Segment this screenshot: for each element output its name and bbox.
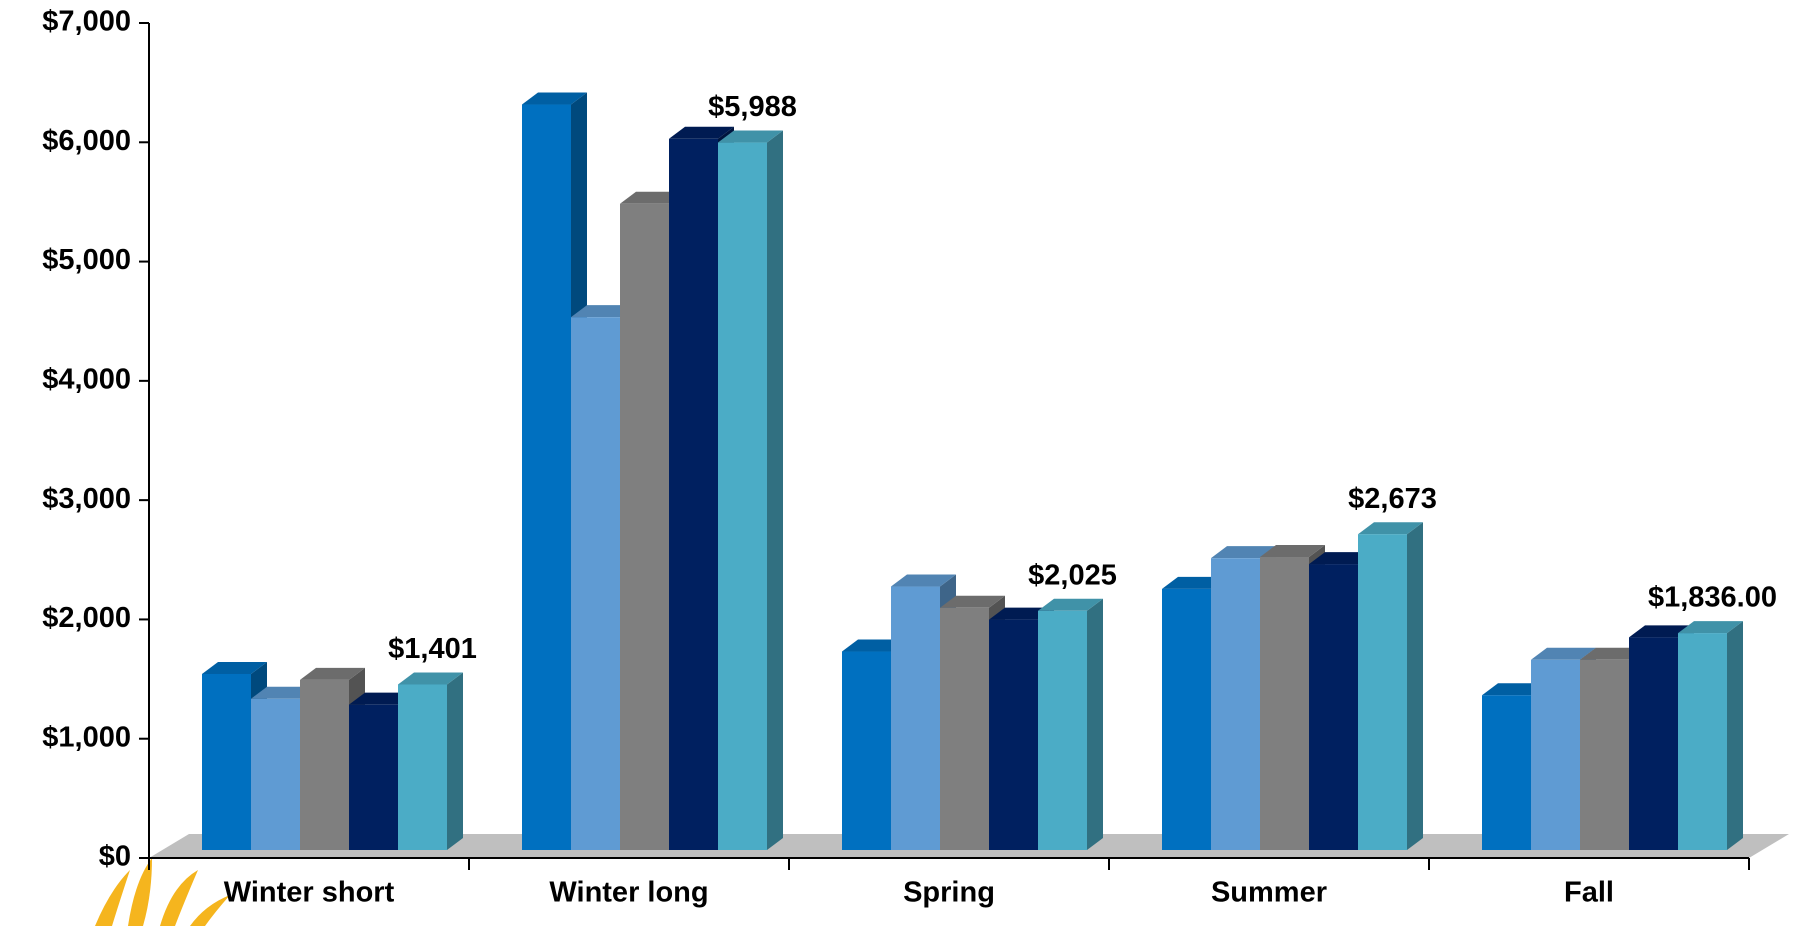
bar-front bbox=[620, 203, 669, 851]
bar bbox=[718, 130, 783, 851]
bar-front bbox=[718, 142, 767, 851]
bar-top bbox=[940, 595, 1005, 608]
bar-front bbox=[1531, 659, 1580, 850]
sun-logo bbox=[95, 858, 230, 926]
bar-front bbox=[1211, 558, 1260, 850]
bar-top bbox=[1211, 546, 1276, 559]
bar-side bbox=[447, 672, 463, 850]
bar-front bbox=[842, 651, 891, 850]
bar-front bbox=[398, 684, 447, 850]
bar-front bbox=[202, 673, 251, 850]
bar bbox=[1038, 598, 1103, 850]
bar-front bbox=[1358, 534, 1407, 850]
bar-top bbox=[989, 607, 1054, 620]
bar-top bbox=[349, 692, 414, 705]
y-tick-label: $7,000 bbox=[42, 6, 131, 38]
bar bbox=[1358, 522, 1423, 850]
bar-front bbox=[1678, 633, 1727, 850]
bar-front bbox=[1162, 588, 1211, 850]
bar-top bbox=[522, 92, 587, 105]
bar-top bbox=[1482, 683, 1547, 696]
bar-front bbox=[940, 607, 989, 850]
bar-front bbox=[669, 138, 718, 850]
bar-top bbox=[1309, 552, 1374, 565]
bar-top bbox=[1678, 621, 1743, 634]
bar-side bbox=[767, 130, 783, 851]
data-label: $5,988 bbox=[708, 91, 797, 123]
x-tick-label: Winter long bbox=[549, 877, 708, 909]
x-tick-label: Fall bbox=[1564, 877, 1614, 909]
x-tick-label: Spring bbox=[903, 877, 995, 909]
y-tick-label: $2,000 bbox=[42, 602, 131, 634]
bar-top bbox=[1580, 647, 1645, 660]
bar-top bbox=[891, 574, 956, 587]
bar-top bbox=[1260, 545, 1325, 558]
bar-top bbox=[620, 191, 685, 204]
bar-front bbox=[1309, 564, 1358, 850]
x-tick-label: Summer bbox=[1211, 877, 1327, 909]
bar bbox=[1678, 621, 1743, 850]
bar-front bbox=[300, 679, 349, 850]
y-tick-label: $6,000 bbox=[42, 125, 131, 157]
bar-side bbox=[1727, 621, 1743, 850]
data-label: $2,673 bbox=[1348, 483, 1437, 515]
y-tick-label: $3,000 bbox=[42, 483, 131, 515]
bar-top bbox=[251, 686, 316, 699]
bar-front bbox=[522, 104, 571, 851]
bar-top bbox=[1531, 647, 1596, 660]
bar-front bbox=[571, 317, 620, 850]
bar-top bbox=[1162, 576, 1227, 589]
bar-top bbox=[300, 667, 365, 680]
bar-front bbox=[1038, 610, 1087, 850]
bar-front bbox=[989, 619, 1038, 850]
data-label: $1,401 bbox=[388, 633, 477, 665]
bar-top bbox=[202, 661, 267, 674]
bar-top bbox=[1038, 598, 1103, 611]
bar-top bbox=[842, 639, 907, 652]
bar-front bbox=[1482, 695, 1531, 850]
bar-front bbox=[1580, 659, 1629, 850]
bar-front bbox=[349, 704, 398, 850]
bar-front bbox=[1260, 557, 1309, 850]
bar-side bbox=[1407, 522, 1423, 850]
bar bbox=[398, 672, 463, 850]
bar-side bbox=[1087, 598, 1103, 850]
bar-top bbox=[669, 126, 734, 139]
data-label: $2,025 bbox=[1028, 559, 1117, 591]
bar-front bbox=[891, 586, 940, 850]
y-tick-label: $1,000 bbox=[42, 721, 131, 753]
y-tick-label: $0 bbox=[99, 841, 131, 873]
y-tick-label: $4,000 bbox=[42, 364, 131, 396]
bar-top bbox=[1358, 522, 1423, 535]
x-tick-label: Winter short bbox=[224, 877, 395, 909]
bar-top bbox=[1629, 625, 1694, 638]
y-tick-label: $5,000 bbox=[42, 244, 131, 276]
bar-top bbox=[718, 130, 783, 143]
bar-front bbox=[251, 698, 300, 850]
bar-front bbox=[1629, 637, 1678, 850]
bar-top bbox=[571, 305, 636, 318]
data-label: $1,836.00 bbox=[1648, 582, 1777, 614]
bar-top bbox=[398, 672, 463, 685]
